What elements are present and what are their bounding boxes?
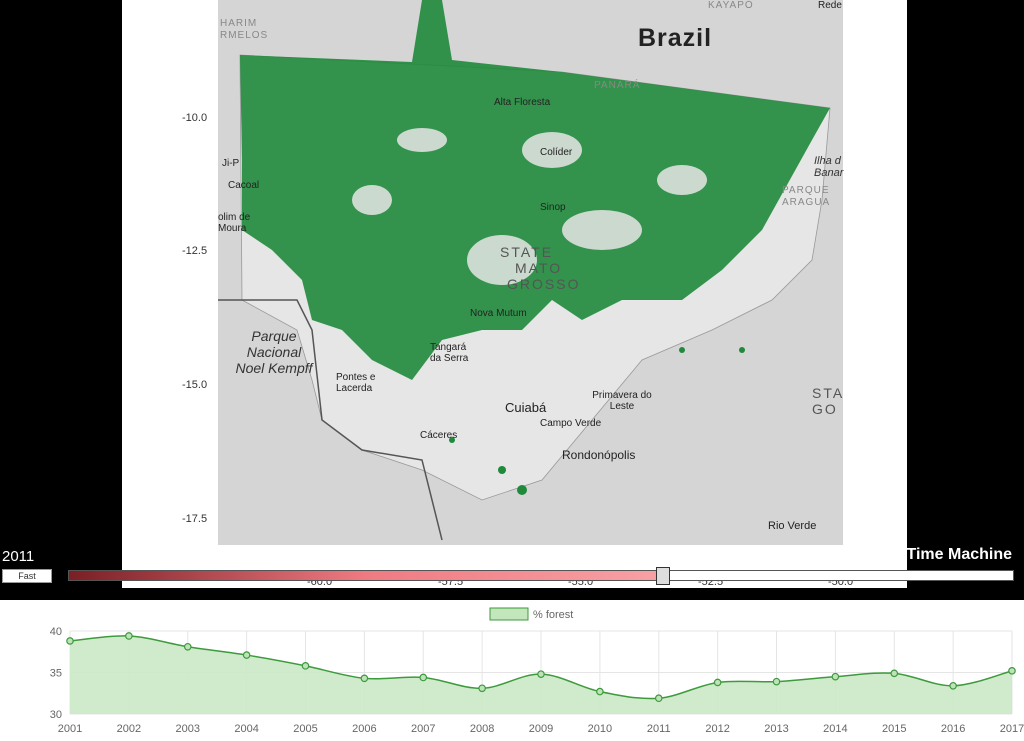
- place-label: Rede: [818, 0, 842, 11]
- current-year-label: 2011: [2, 548, 35, 565]
- place-label: Cáceres: [420, 430, 458, 441]
- state-label-line3: GROSSO: [507, 276, 581, 292]
- x-tick-label: 2014: [823, 723, 847, 735]
- data-point: [949, 681, 957, 690]
- x-tick-label: 2011: [647, 723, 671, 735]
- data-point: [890, 669, 899, 678]
- place-label: Nova Mutum: [470, 308, 527, 319]
- data-point: [66, 637, 74, 645]
- place-label: Cuiabá: [505, 400, 547, 415]
- data-point: [537, 670, 545, 678]
- data-point: [360, 674, 369, 683]
- place-label: Rio Verde: [768, 520, 817, 532]
- y-tick-label: -17.5: [182, 513, 208, 525]
- place-label: Cacoal: [228, 180, 260, 191]
- legend-swatch: [489, 607, 529, 621]
- x-tick-label: 2013: [764, 723, 788, 735]
- place-label: Rondonópolis: [562, 448, 636, 462]
- x-tick-label: 2005: [293, 723, 317, 735]
- data-point: [183, 642, 192, 651]
- data-point: [772, 677, 781, 686]
- x-tick-label: 2015: [882, 723, 906, 735]
- forest-chart: 30 35 40 2001 2002 2003 2004 2005 2006 2007 2008 20…: [50, 607, 1024, 735]
- map-canvas: [218, 0, 843, 545]
- map-frame[interactable]: Brazil STATE MATO GROSSO Alta Floresta C…: [122, 0, 907, 588]
- place-label: Ji-P: [222, 158, 240, 169]
- y-tick-label: -15.0: [182, 379, 208, 391]
- data-point: [242, 651, 251, 659]
- y-tick-label: 30: [50, 709, 62, 721]
- forest-cover: [240, 0, 830, 380]
- legend-label: % forest: [533, 609, 573, 621]
- timeline-progress-fill: [69, 571, 662, 580]
- y-tick-label: 35: [50, 668, 62, 680]
- data-point: [596, 687, 604, 696]
- x-tick-label: 2004: [234, 723, 258, 735]
- y-tick-label: -12.5: [182, 245, 208, 257]
- playback-speed-button[interactable]: Fast: [2, 569, 52, 583]
- x-tick-label: 2008: [470, 723, 494, 735]
- place-label: Tangará da Serra: [430, 342, 469, 364]
- x-tick-label: 2002: [117, 723, 141, 735]
- place-label: Alta Floresta: [494, 97, 551, 108]
- x-tick-label: 2009: [529, 723, 553, 735]
- timeline-slider[interactable]: [68, 567, 1014, 585]
- x-tick-label: 2006: [352, 723, 376, 735]
- x-tick-label: 2016: [941, 723, 965, 735]
- place-label: HARIM RMELOS: [220, 18, 269, 41]
- x-tick-label: 2003: [176, 723, 200, 735]
- place-label: PARQUE ARAGUA: [782, 185, 831, 208]
- data-point: [654, 694, 663, 703]
- place-label: Campo Verde: [540, 418, 602, 429]
- country-label: Brazil: [638, 24, 713, 52]
- x-tick-label: 2012: [705, 723, 729, 735]
- forest-chart-panel: 30 35 40 2001 2002 2003 2004 2005 2006 2007 2008 20…: [0, 600, 1024, 741]
- place-label: olim de Moura: [218, 212, 251, 234]
- x-tick-label: 2001: [58, 723, 82, 735]
- data-point: [419, 673, 428, 682]
- y-tick-label: 40: [50, 626, 62, 638]
- state-label-line2: MATO: [515, 260, 563, 276]
- place-label: KAYAPÓ: [708, 0, 754, 11]
- place-label: Pontes e Lacerda: [336, 372, 376, 394]
- timeline-handle[interactable]: [655, 567, 670, 585]
- x-tick-label: 2007: [411, 723, 435, 735]
- place-label: PANARÁ: [594, 80, 641, 91]
- x-tick-label: 2017: [1000, 723, 1024, 735]
- place-label: Primavera do Leste: [592, 390, 652, 412]
- data-point: [125, 632, 133, 640]
- map-viewer: Brazil STATE MATO GROSSO Alta Floresta C…: [2, 0, 1014, 588]
- data-point: [831, 672, 840, 681]
- time-machine-brand: Time Machine: [906, 546, 1012, 563]
- place-label: Colíder: [540, 147, 573, 158]
- x-tick-label: 2010: [588, 723, 612, 735]
- state-label-line1: STATE: [500, 244, 554, 260]
- data-point: [301, 662, 310, 670]
- place-label: Parque Nacional Noel Kempff: [235, 328, 313, 376]
- place-label: STA GO: [812, 385, 844, 417]
- data-point: [478, 684, 486, 693]
- place-label: Ilha d Banar: [814, 155, 844, 179]
- y-tick-label: -10.0: [182, 112, 208, 124]
- place-label: Sinop: [540, 202, 566, 213]
- data-point: [1008, 667, 1016, 675]
- data-point: [713, 678, 722, 687]
